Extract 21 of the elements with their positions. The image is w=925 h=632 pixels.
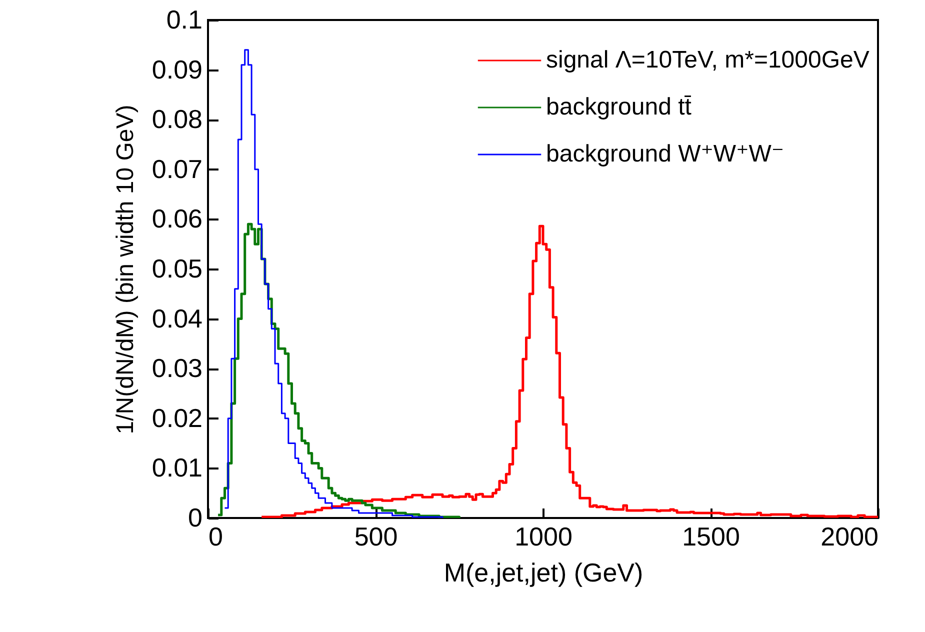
- y-tick-label: 0.08: [152, 104, 202, 134]
- y-tick-label: 0.02: [152, 402, 202, 433]
- x-tick-label: 2000: [820, 522, 878, 552]
- legend-label: background tt̄: [546, 94, 692, 120]
- y-tick-label: 0.07: [152, 154, 202, 184]
- y-tick-label: 0.04: [152, 303, 202, 334]
- y-tick-label: 0.1: [166, 4, 202, 34]
- x-tick-label: 0: [208, 522, 223, 552]
- y-tick-label: 0.01: [152, 452, 202, 483]
- legend-label: background W⁺W⁺W⁻: [546, 140, 784, 168]
- y-tick-label: 0.09: [152, 54, 202, 84]
- x-axis-title: M(e,jet,jet) (GeV): [444, 558, 644, 588]
- x-tick-label: 500: [354, 522, 398, 552]
- y-tick-label: 0.06: [152, 204, 202, 234]
- y-tick-label: 0: [188, 502, 202, 532]
- legend-label: signal Λ=10TeV, m*=1000GeV: [546, 46, 870, 74]
- x-tick-label: 1000: [514, 522, 572, 552]
- x-tick-label: 1500: [682, 522, 740, 552]
- y-tick-label: 0.05: [152, 254, 202, 284]
- y-tick-label: 0.03: [152, 353, 202, 384]
- y-axis-title: 1/N(dN/dM) (bin width 10 GeV): [112, 104, 139, 434]
